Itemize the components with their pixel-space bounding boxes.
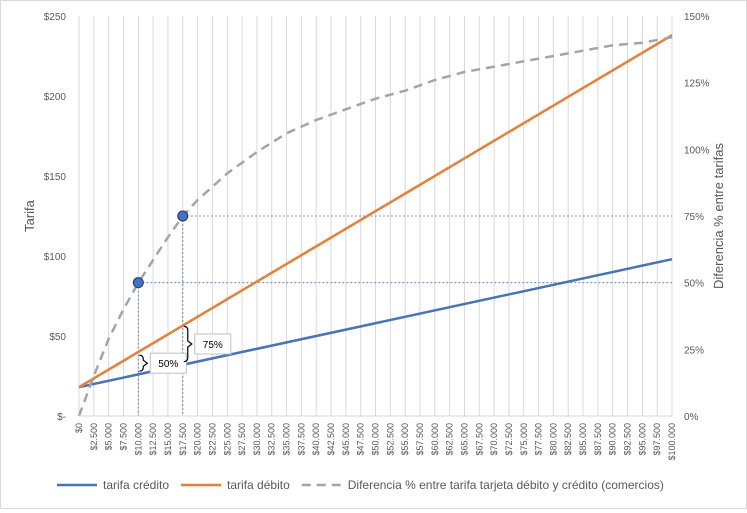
- y-tick-label-left: $150: [44, 172, 67, 183]
- x-tick-label: $45.000: [341, 423, 351, 456]
- y-tick-label-right: 75%: [684, 212, 704, 223]
- annotation-bracket: [183, 325, 193, 363]
- y-tick-label-right: 50%: [684, 279, 704, 290]
- y-tick-label-left: $250: [44, 12, 67, 23]
- guide-lines: [137, 215, 672, 416]
- annotations: 50% 75%: [139, 325, 232, 374]
- x-tick-label: $40.000: [311, 423, 321, 456]
- x-tick-label: $15.000: [163, 423, 173, 456]
- x-tick-label: $7.500: [118, 423, 128, 451]
- x-tick-label: $85.000: [578, 423, 588, 456]
- x-tick-label: $62.500: [445, 423, 455, 456]
- y-tick-label-right: 0%: [684, 412, 699, 423]
- x-tick-label: $37.500: [296, 423, 306, 456]
- x-tick-label: $27.500: [237, 423, 247, 456]
- x-tick-label: $60.000: [430, 423, 440, 456]
- annotation-label: 50%: [158, 359, 178, 370]
- x-tick-label: $35.000: [282, 423, 292, 456]
- x-tick-label: $10.000: [133, 423, 143, 456]
- x-tick-label: $70.000: [489, 423, 499, 456]
- x-tick-label: $80.000: [548, 423, 558, 456]
- y-tick-label-left: $-: [57, 412, 66, 423]
- x-tick-label: $42.500: [326, 423, 336, 456]
- x-tick-label: $12.500: [148, 423, 158, 456]
- x-tick-label: $65.000: [459, 423, 469, 456]
- x-tick-label: $47.500: [356, 423, 366, 456]
- x-tick-label: $100.000: [667, 423, 677, 461]
- x-tick-label: $57.500: [415, 423, 425, 456]
- x-tick-label: $67.500: [474, 423, 484, 456]
- y-tick-label-right: 125%: [684, 79, 710, 90]
- x-tick-label: $87.500: [593, 423, 603, 456]
- x-tick-label: $2.500: [89, 423, 99, 451]
- x-tick-label: $30.000: [252, 423, 262, 456]
- x-tick-label: $0: [74, 423, 84, 433]
- annotation-box: [194, 333, 232, 355]
- x-tick-label: $50.000: [371, 423, 381, 456]
- x-tick-label: $97.500: [652, 423, 662, 456]
- x-tick-label: $77.500: [534, 423, 544, 456]
- x-tick-label: $52.500: [385, 423, 395, 456]
- x-tick-label: $95.000: [637, 423, 647, 456]
- legend-label: tarifa crédito: [103, 478, 169, 492]
- x-tick-label: $55.000: [400, 423, 410, 456]
- annotation-box: [149, 352, 187, 374]
- y-axis-left-title: Tarifa: [22, 199, 37, 232]
- x-tick-label: $32.500: [267, 423, 277, 456]
- x-tick-label: $20.000: [193, 423, 203, 456]
- series-line: [78, 34, 673, 389]
- y-tick-label-left: $100: [44, 252, 67, 263]
- x-tick-label: $17.500: [178, 423, 188, 456]
- data-marker: [132, 277, 144, 289]
- x-tick-label: $75.000: [519, 423, 529, 456]
- x-tick-label: $72.500: [504, 423, 514, 456]
- annotation-bracket: [139, 354, 149, 372]
- axes: $0 $2.500 $5.000 $7.500 $10.000 $12.500 $15.00…: [44, 12, 710, 461]
- y-tick-label-left: $50: [49, 332, 66, 343]
- x-tick-label: $22.500: [207, 423, 217, 456]
- y-tick-label-right: 100%: [684, 145, 710, 156]
- y-tick-label-right: 150%: [684, 12, 710, 23]
- x-tick-label: $25.000: [222, 423, 232, 456]
- data-marker: [177, 210, 189, 222]
- markers: [132, 210, 189, 289]
- x-tick-label: $92.500: [623, 423, 633, 456]
- y-tick-label-right: 25%: [684, 345, 704, 356]
- legend: tarifa crédito tarifa débito Diferencia % …: [57, 478, 664, 492]
- y-axis-right-title: Diferencia % entre tarifas: [711, 143, 726, 289]
- annotation-label: 75%: [203, 340, 223, 351]
- legend-label: Diferencia % entre tarifa tarjeta débito…: [348, 478, 664, 492]
- legend-label: tarifa débito: [227, 478, 290, 492]
- x-tick-label: $90.000: [608, 423, 618, 456]
- x-tick-label: $82.500: [563, 423, 573, 456]
- x-tick-label: $5.000: [104, 423, 114, 451]
- y-tick-label-left: $200: [44, 92, 67, 103]
